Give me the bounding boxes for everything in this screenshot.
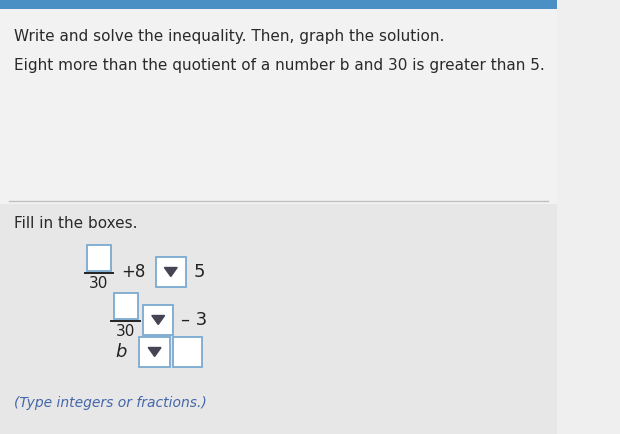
Polygon shape: [164, 267, 177, 276]
Text: 30: 30: [116, 324, 136, 339]
FancyBboxPatch shape: [0, 0, 557, 204]
FancyBboxPatch shape: [0, 0, 557, 9]
FancyBboxPatch shape: [140, 337, 170, 367]
Polygon shape: [148, 348, 161, 356]
FancyBboxPatch shape: [143, 305, 174, 335]
Polygon shape: [152, 316, 165, 325]
Text: Write and solve the inequality. Then, graph the solution.: Write and solve the inequality. Then, gr…: [14, 29, 445, 44]
FancyBboxPatch shape: [174, 337, 202, 367]
Text: b: b: [115, 343, 126, 361]
Text: 5: 5: [193, 263, 205, 281]
FancyBboxPatch shape: [114, 293, 138, 319]
Text: Fill in the boxes.: Fill in the boxes.: [14, 216, 138, 231]
FancyBboxPatch shape: [156, 257, 186, 287]
Text: Eight more than the quotient of a number b and 30 is greater than 5.: Eight more than the quotient of a number…: [14, 58, 545, 73]
Text: 30: 30: [89, 276, 108, 291]
FancyBboxPatch shape: [87, 245, 110, 271]
FancyBboxPatch shape: [0, 204, 557, 434]
Text: +8: +8: [122, 263, 146, 281]
Text: – 3: – 3: [180, 311, 207, 329]
Text: (Type integers or fractions.): (Type integers or fractions.): [14, 396, 207, 410]
